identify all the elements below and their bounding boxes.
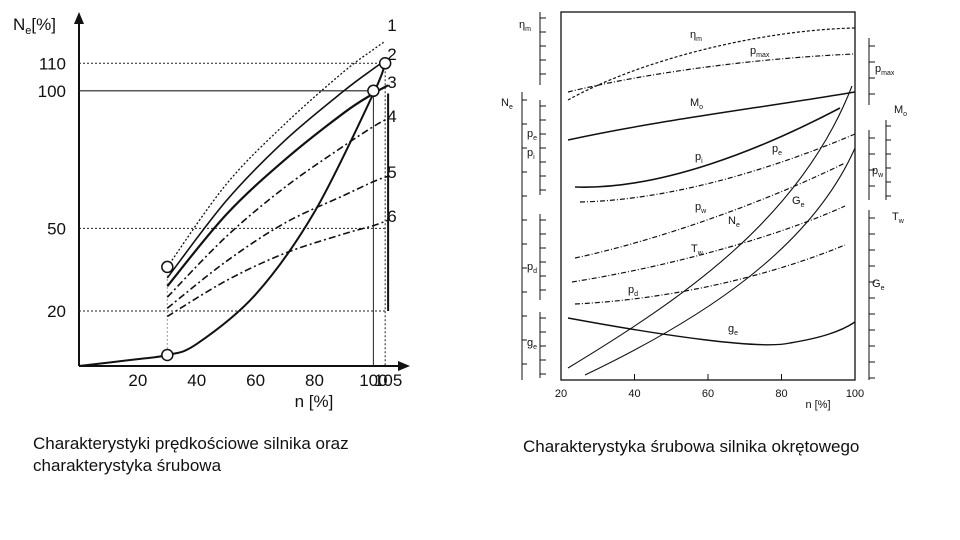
right-curve-label-Tw: Tw [691, 243, 704, 257]
left-x-tick-label: 40 [187, 371, 206, 390]
left-series-2-line [166, 59, 386, 279]
left-series-4-line [166, 117, 389, 298]
left-series-5-line [166, 175, 389, 309]
right-x-tick-label: 60 [702, 388, 714, 400]
right-x-tick-label: 20 [555, 388, 567, 400]
right-chart-caption: Charakterystyka śrubowa silnika okrętowe… [523, 437, 860, 456]
right-p-e-curve [579, 133, 856, 203]
right-right-axis-label-pmax: pmax [875, 63, 895, 77]
right-p-w-curve [574, 162, 846, 259]
left-operating-point [161, 260, 174, 274]
left-series-4-label: 4 [387, 107, 396, 126]
left-series-1-line [166, 40, 386, 268]
left-series-5-label: 5 [387, 163, 396, 182]
right-curve-label-pe: pe [772, 143, 782, 157]
left-x-tick-label: 20 [128, 371, 147, 390]
left-y-axis-title: Ne[%] [13, 15, 56, 37]
left-caption-line-2: charakterystyka śrubowa [33, 456, 222, 475]
left-x-axis-arrow [398, 361, 410, 371]
right-mo-curve [567, 91, 856, 141]
right-curve-label-pmax: pmax [750, 45, 770, 59]
left-series-2-label: 2 [387, 45, 396, 64]
right-curve-label-Mo: Mo [690, 97, 703, 111]
right-left-axis-label-pd: pd [527, 261, 537, 275]
right-right-axis-label-Mo: Mo [894, 104, 907, 118]
right-eta-m-curve [567, 27, 856, 101]
right-x-tick-label: 80 [775, 388, 787, 400]
right-tw-curve [571, 205, 846, 283]
right-curve-label-Ge: Ge [792, 195, 805, 209]
right-x-tick-label: 100 [846, 388, 864, 400]
left-series-6-label: 6 [387, 207, 396, 226]
left-x-tick-label: 105 [374, 371, 402, 390]
left-y-tick-label: 20 [47, 302, 66, 321]
right-left-axis-label-Ne: Ne [501, 97, 513, 111]
left-y-axis-arrow [74, 12, 84, 24]
left-series-3-label: 3 [387, 73, 396, 92]
left-operating-point [378, 57, 392, 70]
left-propeller-curve [78, 62, 387, 367]
left-caption-line-1: Charakterystyki prędkościowe silnika ora… [33, 434, 349, 453]
left-operating-point [367, 84, 380, 98]
right-curve-label-pi: pi [695, 151, 703, 165]
right-left-axis-label-pe: pe [527, 128, 537, 142]
right-g-e-curve [567, 317, 856, 346]
right-p-i-curve [574, 107, 841, 188]
left-series-6-line [166, 219, 389, 318]
right-curve-label-pd: pd [628, 284, 638, 298]
right-right-axis-label-pw: pw [872, 165, 884, 179]
right-x-axis-title: n [%] [805, 399, 830, 411]
right-x-tick-label: 40 [628, 388, 640, 400]
right-curve-label-pw: pw [695, 201, 707, 215]
right-left-axis-label-pi: pi [527, 147, 535, 161]
left-chart-caption: Charakterystyki prędkościowe silnika ora… [33, 433, 433, 477]
right-curve-label-ge: ge [728, 323, 738, 337]
left-y-tick-label: 50 [47, 219, 66, 238]
right-right-axis-label-Tw: Tw [892, 211, 905, 225]
left-y-tick-label: 100 [38, 82, 66, 101]
left-series-1-label: 1 [387, 16, 396, 35]
right-left-axis-label-ge: ge [527, 337, 537, 351]
right-ge-curve [584, 147, 856, 376]
left-x-axis-title: n [%] [295, 392, 334, 411]
right-p-max-curve [567, 53, 856, 93]
left-y-tick-label: 110 [39, 54, 66, 73]
left-x-tick-label: 60 [246, 371, 265, 390]
left-operating-point [161, 348, 174, 362]
right-curve-label-ηm: ηm [690, 29, 702, 43]
right-p-d-curve [574, 244, 846, 305]
right-curve-label-Ne: Ne [728, 215, 740, 229]
right-ne-curve [567, 85, 853, 369]
right-left-axis-label-ηm: ηm [519, 19, 531, 33]
left-x-tick-label: 80 [305, 371, 324, 390]
right-right-axis-label-Ge: Ge [872, 278, 885, 292]
left-x-tick-label: 100 [359, 371, 387, 390]
